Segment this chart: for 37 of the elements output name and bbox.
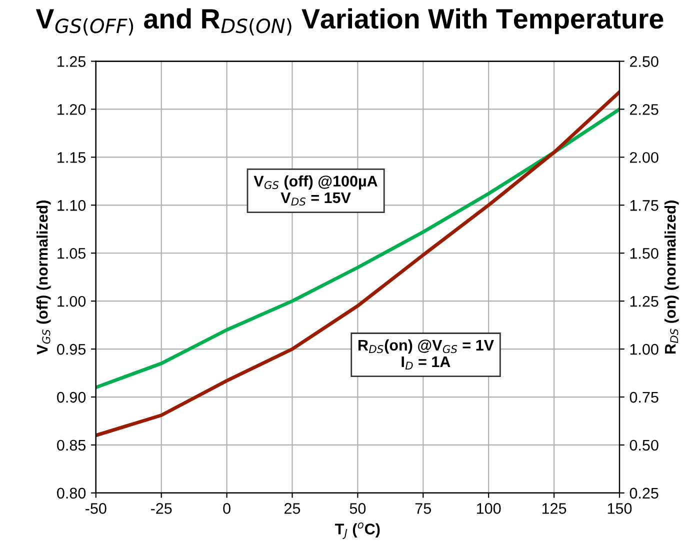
x-tick-label: -25	[150, 503, 172, 514]
x-tick-label: 100	[477, 503, 501, 514]
x-tick-label: 150	[608, 503, 632, 514]
x-tick-label: 25	[284, 503, 300, 514]
y-tick-label: 0.80	[57, 488, 86, 499]
y-tick-label: 1.15	[58, 152, 86, 163]
chart-title: V$_{GS(OFF)}$ and R$_{DS(ON)}$ Variation With Temperature	[36, 8, 664, 36]
y2-tick-label: 0.50	[630, 440, 658, 451]
text: R$_{DS}$(on) @V$_{GS}$ = 1V I$_{D}$ = 1A	[358, 339, 494, 370]
y-tick-label: 1.20	[58, 104, 86, 115]
y2-tick-label: 1.50	[630, 248, 658, 259]
x-tick-label: -50	[86, 503, 106, 514]
x-tick-label: 0	[223, 503, 230, 514]
annotation: V$_{GS}$ (off) @100µA V$_{DS}$ = 15V	[254, 175, 378, 206]
y2-tick-label: 1.75	[630, 200, 658, 211]
line-series	[96, 108, 620, 390]
y-tick-label: 1.25	[58, 56, 86, 67]
y-tick-label: 1.05	[58, 248, 86, 259]
x-tick-label: 75	[415, 503, 432, 514]
y-tick-label: 0.90	[57, 392, 86, 403]
y2-tick-label: 0.75	[630, 392, 658, 403]
y2-tick-label: 1.25	[630, 296, 658, 307]
y-tick-label: 0.85	[57, 440, 86, 451]
y2-tick-label: 2.50	[630, 56, 658, 67]
y-tick-label: 1.00	[58, 296, 86, 307]
y2-tick-label: 2.00	[630, 152, 658, 163]
x-axis-title: T$_{J}$ ($^{o}$C)	[335, 522, 380, 539]
y2-tick-label: 1.00	[630, 344, 658, 355]
y2-axis-title: R$_{DS}$ (on) (normalized)	[664, 200, 679, 354]
x-tick-label: 50	[350, 503, 366, 514]
x-tick-label: 125	[542, 503, 566, 514]
y-tick-label: 0.95	[57, 344, 86, 355]
y2-tick-label: 0.25	[630, 488, 658, 499]
y-tick-label: 1.10	[58, 200, 86, 211]
y-axis-title: V$_{GS}$ (off) (normalized)	[36, 200, 51, 354]
line-series	[96, 90, 620, 438]
y2-tick-label: 2.25	[630, 104, 658, 115]
